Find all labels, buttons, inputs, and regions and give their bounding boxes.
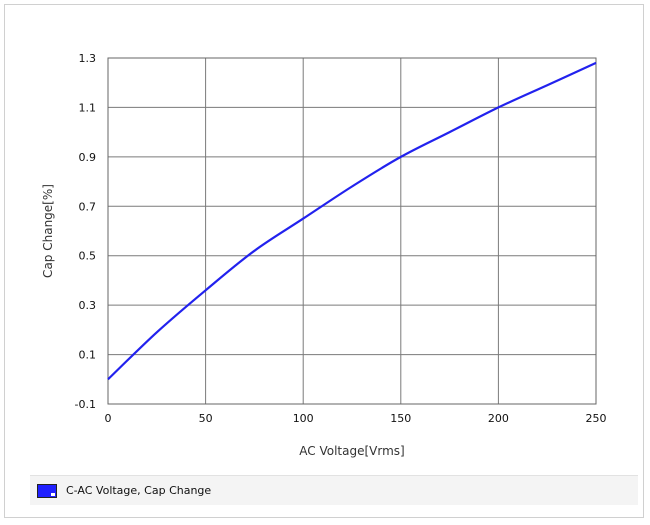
y-tick-label: 0.5 (79, 250, 97, 263)
x-tick-label: 100 (293, 412, 314, 425)
series-line (107, 61, 597, 381)
x-axis-title: AC Voltage[Vrms] (299, 444, 404, 458)
x-tick-label: 250 (586, 412, 607, 425)
y-axis-ticks: -0.1 0.1 0.3 0.5 0.7 0.9 1.1 1.3 (75, 52, 96, 411)
y-tick-label: 0.3 (79, 299, 97, 312)
y-tick-label: 0.7 (79, 200, 97, 213)
plot-area (108, 58, 596, 404)
y-tick-label: 0.1 (79, 349, 97, 362)
y-axis-title: Cap Change[%] (41, 184, 55, 278)
legend-swatch (37, 483, 57, 498)
y-tick-label: 1.3 (79, 52, 97, 65)
x-tick-label: 150 (390, 412, 411, 425)
legend: C-AC Voltage, Cap Change (30, 475, 638, 505)
y-tick-label: 0.9 (79, 151, 97, 164)
legend-label: C-AC Voltage, Cap Change (66, 484, 212, 497)
y-tick-label: -0.1 (75, 398, 96, 411)
x-tick-label: 200 (488, 412, 509, 425)
x-tick-label: 0 (105, 412, 112, 425)
plot-border (107, 57, 597, 405)
x-axis-ticks: 0 50 100 150 200 250 (105, 412, 607, 425)
y-tick-label: 1.1 (79, 101, 97, 114)
x-tick-label: 50 (199, 412, 213, 425)
